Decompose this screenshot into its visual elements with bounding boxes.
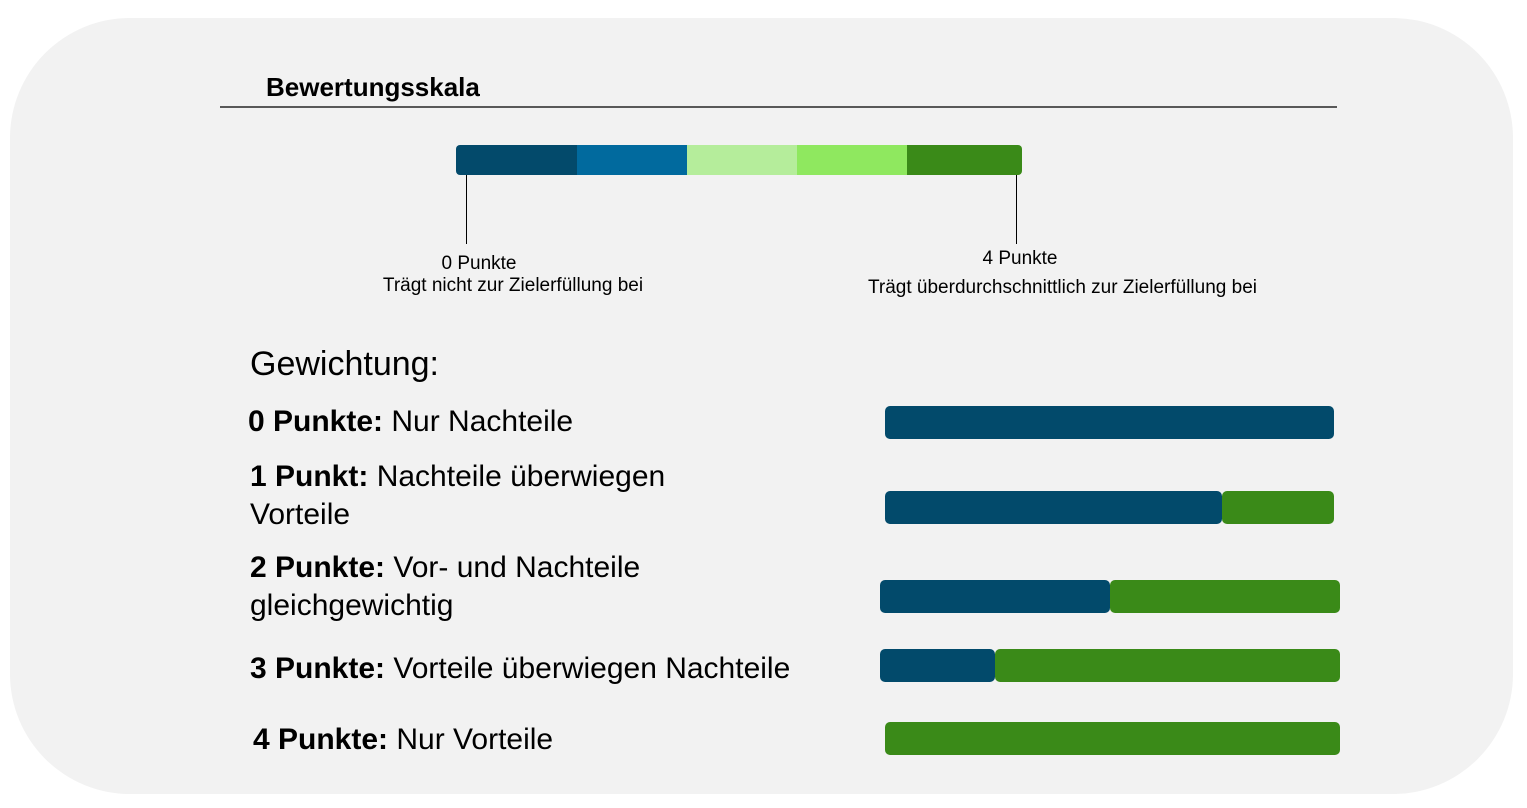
weight-row-label-4: 4 Punkte: Nur Vorteile: [253, 721, 553, 759]
vorteile-segment: [1222, 491, 1334, 524]
scale-min-points: 0 Punkte: [441, 253, 517, 274]
scale-min-description-wrap: Trägt nicht zur Zielerfüllung bei: [343, 274, 683, 297]
scale-title: Bewertungsskala: [266, 72, 480, 102]
scale-segment-2: [687, 145, 797, 175]
weight-bar-2: [880, 580, 1340, 613]
nachteile-segment: [880, 580, 1110, 613]
scale-segment-4: [907, 145, 1022, 175]
weight-row-text: Nur Nachteile: [383, 405, 574, 438]
weight-bar-4: [885, 722, 1340, 755]
weight-row-label-1: 1 Punkt: Nachteile überwiegen Vorteile: [250, 458, 665, 534]
scale-max-label: 4 Punkte: [940, 247, 1100, 270]
weight-bar-0: [885, 406, 1334, 439]
weight-row-text: Nur Vorteile: [388, 723, 554, 756]
scale-max-description-wrap: Trägt überdurchschnittlich zur Zielerfül…: [830, 276, 1295, 299]
weight-row-points: 2 Punkte:: [250, 551, 386, 584]
weight-row-text: Nachteile überwiegen: [368, 460, 666, 493]
weight-bar-3: [880, 649, 1340, 682]
weight-row-points: 0 Punkte:: [248, 405, 384, 438]
weight-row-text-line2: gleichgewichtig: [250, 589, 454, 622]
weight-row-label-2: 2 Punkte: Vor- und Nachteile gleichgewic…: [250, 549, 640, 625]
weight-row-points: 3 Punkte:: [250, 652, 386, 685]
vorteile-segment: [995, 649, 1340, 682]
weight-row-points: 4 Punkte:: [253, 723, 389, 756]
weight-bar-1: [885, 491, 1334, 524]
scale-min-label: 0 Punkte: [343, 252, 615, 275]
scale-segment-3: [797, 145, 907, 175]
weight-row-text-line2: Vorteile: [250, 498, 351, 531]
weight-row-text: Vorteile überwiegen Nachteile: [385, 652, 791, 685]
scale-min-description: Trägt nicht zur Zielerfüllung bei: [382, 275, 644, 296]
weight-row-label-0: 0 Punkte: Nur Nachteile: [248, 403, 573, 441]
title-divider: [220, 106, 1337, 108]
scale-segment-1: [577, 145, 687, 175]
weight-row-label-3: 3 Punkte: Vorteile überwiegen Nachteile: [250, 650, 790, 688]
weighting-heading: Gewichtung:: [250, 345, 439, 383]
weight-row-points: 1 Punkt:: [250, 460, 369, 493]
nachteile-segment: [885, 491, 1222, 524]
weight-row-text: Vor- und Nachteile: [385, 551, 641, 584]
scale-max-description: Trägt überdurchschnittlich zur Zielerfül…: [868, 277, 1257, 298]
scale-segment-0: [456, 145, 577, 175]
scale-max-points: 4 Punkte: [982, 248, 1058, 269]
vorteile-segment: [885, 722, 1340, 755]
nachteile-segment: [880, 649, 995, 682]
rating-scale-bar: [456, 145, 1022, 175]
scale-min-pointer: [466, 175, 467, 244]
scale-max-pointer: [1016, 175, 1017, 244]
nachteile-segment: [885, 406, 1334, 439]
vorteile-segment: [1110, 580, 1340, 613]
